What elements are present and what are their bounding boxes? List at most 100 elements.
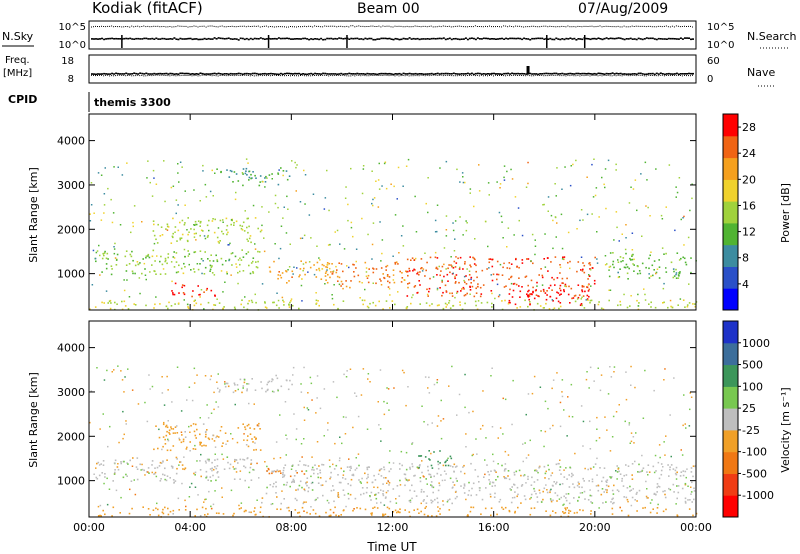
freq-point [485, 73, 487, 75]
data-point [631, 254, 633, 256]
data-point [240, 227, 243, 230]
freq-point [109, 73, 112, 75]
freq-point [533, 73, 536, 75]
nave-point [143, 75, 145, 77]
data-point [475, 304, 477, 307]
data-point [379, 278, 381, 280]
freq-point [416, 73, 419, 75]
data-point [178, 509, 180, 511]
data-point [216, 236, 219, 239]
data-point [210, 266, 213, 268]
data-point [211, 461, 213, 464]
data-point [625, 398, 628, 401]
data-point [252, 204, 255, 207]
data-point [436, 425, 439, 427]
data-point [605, 501, 607, 503]
data-point [513, 471, 516, 474]
data-point [375, 268, 378, 270]
nsky-point [362, 38, 365, 41]
freq-point [336, 73, 339, 75]
data-point [103, 379, 106, 381]
data-point [473, 295, 476, 298]
data-point [193, 251, 196, 254]
nave-point [376, 74, 378, 76]
nave-point [131, 75, 133, 77]
data-point [216, 298, 218, 300]
nsearch-point [434, 26, 436, 28]
data-point [642, 417, 645, 419]
data-point [349, 484, 352, 487]
data-point [275, 470, 277, 473]
data-point [474, 469, 477, 471]
data-point [289, 243, 291, 245]
data-point [625, 464, 627, 466]
data-point [310, 482, 313, 485]
data-point [616, 465, 618, 467]
data-point [250, 463, 252, 465]
data-point [334, 231, 336, 233]
data-point [269, 484, 272, 486]
data-point [95, 251, 98, 254]
data-point [411, 465, 414, 468]
data-point [684, 470, 687, 473]
data-point [655, 271, 658, 274]
nave-point [643, 75, 645, 77]
nsky-point [233, 38, 236, 40]
nsearch-point [159, 26, 161, 28]
nsearch-point [476, 26, 478, 27]
nave-point [149, 75, 151, 76]
data-point [528, 295, 531, 297]
data-point [540, 501, 543, 503]
data-point [318, 304, 320, 307]
data-point [605, 484, 608, 487]
data-point [431, 486, 433, 488]
data-point [491, 306, 493, 308]
data-point [380, 468, 383, 470]
data-point [560, 293, 562, 295]
data-point [276, 292, 278, 294]
freq-point [105, 73, 108, 75]
nave-point [354, 75, 356, 77]
data-point [556, 277, 559, 279]
nsearch-point [617, 25, 619, 27]
data-point [406, 258, 409, 261]
data-point [227, 231, 229, 234]
data-point [113, 166, 115, 168]
nave-point [653, 75, 655, 77]
data-point [344, 478, 347, 480]
data-point [103, 482, 105, 485]
data-point [431, 303, 433, 305]
data-point [155, 238, 157, 241]
freq-point [438, 73, 441, 75]
nsky-point [651, 37, 654, 40]
data-point [306, 407, 309, 409]
nave-point [404, 75, 406, 77]
data-point [683, 215, 685, 218]
data-point [411, 443, 413, 445]
data-point [364, 261, 367, 264]
data-point [280, 502, 282, 505]
data-point [680, 449, 682, 451]
nave-point [487, 75, 488, 77]
nave-point [581, 75, 583, 76]
data-point [145, 256, 147, 259]
data-point [131, 507, 133, 510]
data-point [181, 233, 184, 236]
freq-point [243, 72, 246, 75]
data-point [493, 496, 496, 498]
data-point [376, 507, 379, 509]
data-point [653, 269, 655, 271]
data-point [332, 270, 335, 272]
freq-point [356, 72, 359, 75]
nsky-point [257, 38, 260, 40]
nave-point [501, 75, 502, 76]
data-point [532, 290, 534, 293]
nsearch-point [681, 26, 683, 27]
data-point [613, 366, 616, 368]
data-point [460, 485, 462, 487]
data-point [613, 501, 615, 504]
data-point [275, 492, 277, 494]
data-point [164, 259, 167, 262]
freq-point [589, 73, 592, 75]
data-point [387, 480, 390, 483]
